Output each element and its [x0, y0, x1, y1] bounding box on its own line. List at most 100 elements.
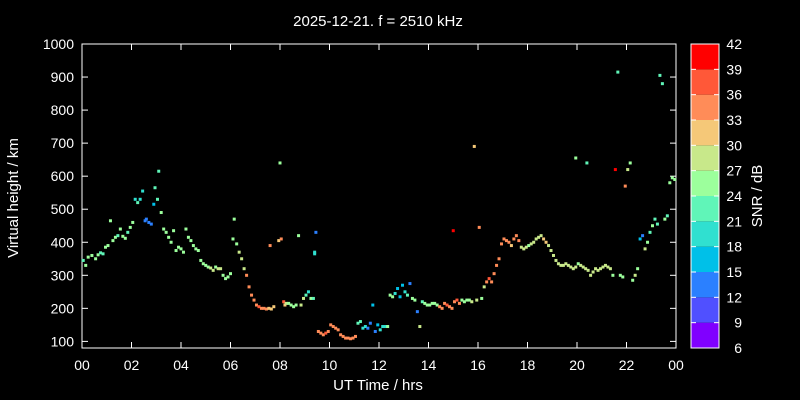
data-point — [336, 328, 340, 332]
data-point — [626, 168, 630, 172]
data-point — [250, 293, 254, 297]
data-point — [269, 307, 273, 311]
y-tick-label: 1000 — [43, 36, 74, 52]
data-point — [586, 268, 590, 272]
data-point — [221, 273, 225, 277]
data-point — [181, 250, 185, 254]
data-point — [179, 247, 183, 251]
data-point — [472, 144, 476, 148]
data-point — [673, 177, 677, 181]
data-point — [386, 325, 390, 329]
data-point — [589, 273, 593, 277]
data-point — [363, 325, 367, 329]
data-point — [294, 303, 298, 307]
data-point — [81, 258, 85, 262]
data-point — [408, 282, 412, 286]
data-point — [162, 227, 166, 231]
y-tick-label: 500 — [51, 201, 75, 217]
data-point — [467, 298, 471, 302]
data-point — [519, 245, 523, 249]
data-point — [211, 268, 215, 272]
data-point — [351, 336, 355, 340]
data-point — [177, 245, 181, 249]
data-point — [113, 235, 117, 239]
data-point — [448, 305, 452, 309]
data-point — [475, 298, 479, 302]
data-point — [153, 186, 157, 190]
data-point — [623, 184, 627, 188]
data-point — [209, 266, 213, 270]
data-point — [366, 326, 370, 330]
data-point — [599, 267, 603, 271]
data-point — [157, 169, 161, 173]
data-point — [229, 272, 232, 276]
data-point — [648, 230, 652, 234]
data-point — [131, 220, 135, 224]
data-point — [226, 275, 230, 279]
colorbar-tick-label: 21 — [726, 213, 742, 229]
data-point — [601, 265, 605, 269]
data-point — [452, 300, 456, 304]
colorbar-tick-label: 15 — [726, 264, 742, 280]
snr-colorbar: 6 9 12 15 18 21 24 27 30 33 36 39 42 — [690, 36, 742, 356]
data-point — [594, 267, 598, 271]
x-tick-label: 08 — [272, 357, 288, 373]
data-points — [81, 70, 677, 341]
data-point — [381, 325, 385, 329]
x-tick-label: 06 — [223, 357, 239, 373]
data-point — [94, 257, 98, 261]
data-point — [405, 293, 409, 297]
data-point — [172, 229, 176, 233]
data-point — [149, 222, 153, 226]
data-point — [339, 333, 343, 337]
data-point — [534, 237, 538, 241]
data-point — [373, 329, 377, 333]
data-point — [164, 230, 168, 234]
y-tick-label: 400 — [51, 234, 75, 250]
data-point — [242, 267, 246, 271]
data-point — [584, 267, 588, 271]
data-point — [126, 230, 130, 234]
data-point — [631, 278, 635, 282]
data-point — [147, 220, 151, 224]
data-point — [462, 300, 466, 304]
colorbar-band — [691, 322, 719, 348]
data-point — [144, 217, 148, 221]
data-point — [507, 240, 511, 244]
data-point — [628, 161, 632, 165]
data-point — [254, 303, 258, 307]
colorbar-band — [691, 120, 719, 146]
y-tick-label: 200 — [51, 300, 75, 316]
data-point — [420, 300, 424, 304]
colorbar-band — [691, 297, 719, 323]
x-tick-label: 22 — [619, 357, 635, 373]
data-point — [231, 237, 235, 241]
data-point — [425, 303, 429, 307]
data-point — [388, 293, 392, 297]
data-point — [641, 234, 645, 238]
data-point — [485, 280, 489, 284]
data-point — [247, 285, 251, 289]
data-point — [537, 235, 541, 239]
data-point — [378, 328, 382, 332]
data-point — [128, 225, 132, 229]
data-point — [334, 326, 338, 330]
data-point — [245, 273, 249, 277]
data-point — [559, 263, 563, 267]
data-point — [257, 305, 261, 309]
colorbar-band — [691, 44, 719, 70]
data-point — [108, 219, 112, 223]
x-axis: 00 02 04 06 08 10 12 14 16 18 20 22 00 — [74, 44, 684, 373]
y-tick-label: 100 — [51, 333, 75, 349]
data-point — [618, 273, 622, 277]
data-point — [141, 189, 145, 193]
data-point — [297, 234, 301, 238]
data-point — [90, 253, 94, 257]
data-point — [566, 263, 570, 267]
data-point — [549, 249, 553, 253]
data-point — [418, 325, 422, 329]
y-tick-label: 600 — [51, 168, 75, 184]
data-point — [283, 303, 287, 307]
data-point — [361, 326, 365, 330]
data-point — [279, 237, 283, 241]
